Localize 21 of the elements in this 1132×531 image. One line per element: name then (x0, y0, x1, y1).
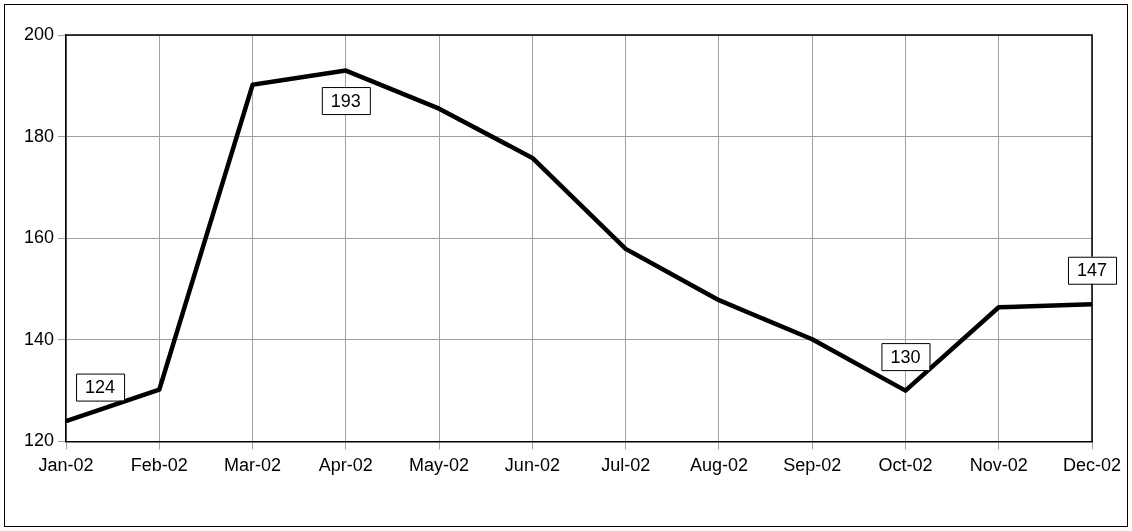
x-tick-label: Nov-02 (969, 455, 1028, 476)
data-label: 124 (85, 377, 116, 398)
x-tick-label: Feb-02 (130, 455, 188, 476)
x-tick-label: Oct-02 (878, 455, 933, 476)
y-tick-label: 200 (23, 23, 55, 44)
y-tick-label: 120 (23, 430, 55, 451)
x-tick-label: Jun-02 (504, 455, 560, 476)
y-tick-label: 180 (23, 125, 55, 146)
data-label: 130 (890, 346, 921, 367)
data-label: 193 (330, 90, 361, 111)
x-tick-label: Aug-02 (689, 455, 748, 476)
x-tick-label: Jan-02 (38, 455, 94, 476)
x-tick-label: Mar-02 (224, 455, 282, 476)
y-tick-label: 140 (23, 328, 55, 349)
x-tick-label: Jul-02 (601, 455, 651, 476)
y-tick-label: 160 (23, 227, 55, 248)
x-tick-label: May-02 (409, 455, 470, 476)
x-tick-label: Apr-02 (318, 455, 373, 476)
data-label: 147 (1076, 260, 1108, 281)
x-tick-label: Dec-02 (1062, 455, 1122, 476)
x-tick-label: Sep-02 (783, 455, 842, 476)
